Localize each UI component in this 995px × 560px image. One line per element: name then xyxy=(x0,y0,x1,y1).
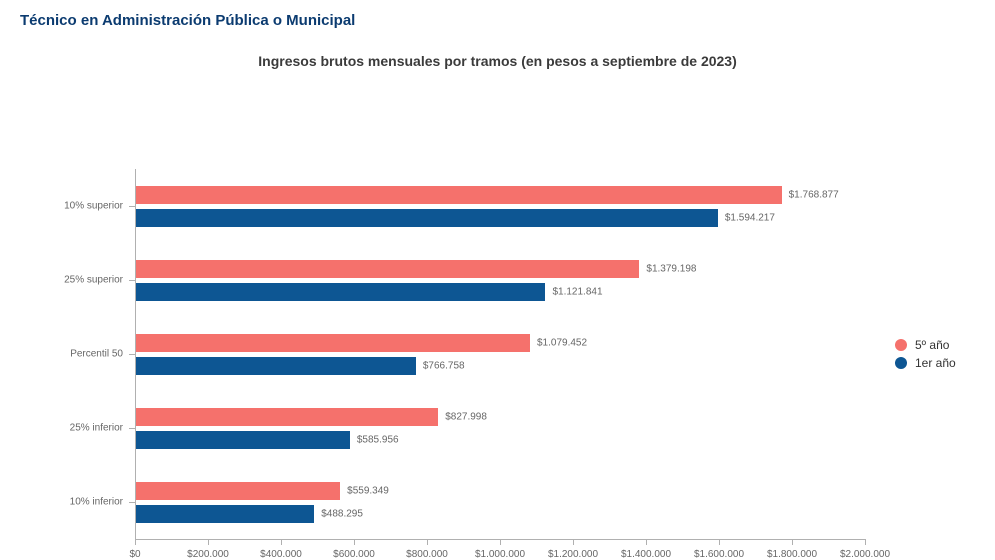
chart-legend: 5º año 1er año xyxy=(895,334,956,374)
chart-bar xyxy=(136,260,639,278)
x-tick-mark xyxy=(281,539,282,545)
chart-title: Ingresos brutos mensuales por tramos (en… xyxy=(0,29,995,79)
legend-label: 1er año xyxy=(915,356,956,370)
page-title: Técnico en Administración Pública o Muni… xyxy=(0,0,995,29)
x-tick-label: $400.000 xyxy=(260,549,302,560)
y-category-label: Percentil 50 xyxy=(70,349,123,360)
bar-value-label: $1.768.877 xyxy=(789,189,839,200)
x-tick-mark xyxy=(500,539,501,545)
y-tick-mark xyxy=(129,502,135,503)
y-category-label: 25% superior xyxy=(64,275,123,286)
y-tick-mark xyxy=(129,428,135,429)
chart-bar xyxy=(136,431,350,449)
x-tick-mark xyxy=(792,539,793,545)
bar-value-label: $1.379.198 xyxy=(646,263,696,274)
y-category-label: 10% inferior xyxy=(70,497,123,508)
legend-swatch xyxy=(895,357,907,369)
chart-bar xyxy=(136,505,314,523)
y-tick-mark xyxy=(129,206,135,207)
x-tick-label: $200.000 xyxy=(187,549,229,560)
x-tick-label: $1.600.000 xyxy=(694,549,744,560)
x-tick-mark xyxy=(646,539,647,545)
bar-value-label: $766.758 xyxy=(423,360,465,371)
x-tick-label: $1.200.000 xyxy=(548,549,598,560)
chart-bar xyxy=(136,283,545,301)
y-category-label: 25% inferior xyxy=(70,423,123,434)
x-tick-label: $0 xyxy=(129,549,140,560)
x-tick-mark xyxy=(427,539,428,545)
x-tick-mark xyxy=(865,539,866,545)
y-tick-mark xyxy=(129,280,135,281)
bar-value-label: $1.079.452 xyxy=(537,337,587,348)
y-tick-mark xyxy=(129,354,135,355)
x-tick-label: $1.000.000 xyxy=(475,549,525,560)
bar-value-label: $488.295 xyxy=(321,508,363,519)
bar-value-label: $559.349 xyxy=(347,485,389,496)
chart-bar xyxy=(136,357,416,375)
x-tick-label: $1.400.000 xyxy=(621,549,671,560)
legend-item: 5º año xyxy=(895,338,956,352)
x-tick-mark xyxy=(354,539,355,545)
legend-swatch xyxy=(895,339,907,351)
x-tick-mark xyxy=(208,539,209,545)
bar-value-label: $1.594.217 xyxy=(725,212,775,223)
bar-value-label: $585.956 xyxy=(357,434,399,445)
x-tick-mark xyxy=(573,539,574,545)
x-tick-label: $2.000.000 xyxy=(840,549,890,560)
chart-bar xyxy=(136,209,718,227)
chart-bar xyxy=(136,334,530,352)
y-category-label: 10% superior xyxy=(64,201,123,212)
chart-bar xyxy=(136,482,340,500)
x-tick-mark xyxy=(135,539,136,545)
chart-bar xyxy=(136,408,438,426)
chart-plot-area: $0$200.000$400.000$600.000$800.000$1.000… xyxy=(135,169,865,539)
legend-label: 5º año xyxy=(915,338,949,352)
chart-bar xyxy=(136,186,782,204)
x-tick-label: $1.800.000 xyxy=(767,549,817,560)
x-tick-mark xyxy=(719,539,720,545)
bar-value-label: $1.121.841 xyxy=(552,286,602,297)
x-tick-label: $800.000 xyxy=(406,549,448,560)
bar-value-label: $827.998 xyxy=(445,411,487,422)
x-tick-label: $600.000 xyxy=(333,549,375,560)
legend-item: 1er año xyxy=(895,356,956,370)
